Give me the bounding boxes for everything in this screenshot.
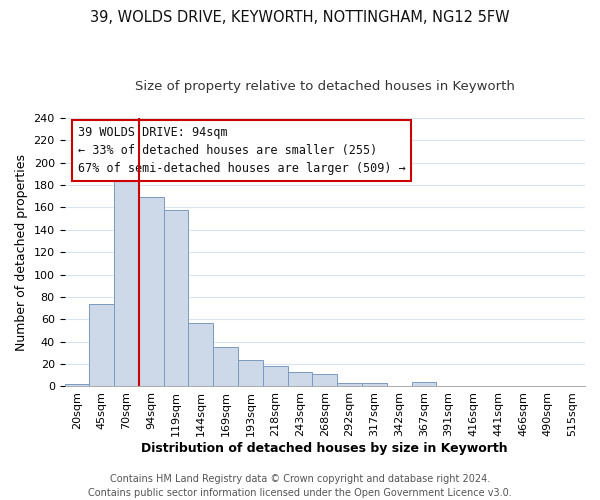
Bar bbox=[114, 165, 139, 386]
Bar bbox=[238, 360, 263, 386]
Bar bbox=[65, 384, 89, 386]
Bar bbox=[362, 383, 387, 386]
Bar bbox=[89, 304, 114, 386]
Bar bbox=[188, 322, 213, 386]
Bar bbox=[164, 210, 188, 386]
Bar bbox=[213, 348, 238, 387]
Text: 39 WOLDS DRIVE: 94sqm
← 33% of detached houses are smaller (255)
67% of semi-det: 39 WOLDS DRIVE: 94sqm ← 33% of detached … bbox=[77, 126, 405, 175]
Y-axis label: Number of detached properties: Number of detached properties bbox=[15, 154, 28, 350]
Bar bbox=[313, 374, 337, 386]
Bar bbox=[139, 198, 164, 386]
Bar bbox=[287, 372, 313, 386]
X-axis label: Distribution of detached houses by size in Keyworth: Distribution of detached houses by size … bbox=[142, 442, 508, 455]
Title: Size of property relative to detached houses in Keyworth: Size of property relative to detached ho… bbox=[135, 80, 515, 93]
Bar bbox=[412, 382, 436, 386]
Bar bbox=[263, 366, 287, 386]
Text: Contains HM Land Registry data © Crown copyright and database right 2024.
Contai: Contains HM Land Registry data © Crown c… bbox=[88, 474, 512, 498]
Text: 39, WOLDS DRIVE, KEYWORTH, NOTTINGHAM, NG12 5FW: 39, WOLDS DRIVE, KEYWORTH, NOTTINGHAM, N… bbox=[90, 10, 510, 25]
Bar bbox=[337, 383, 362, 386]
